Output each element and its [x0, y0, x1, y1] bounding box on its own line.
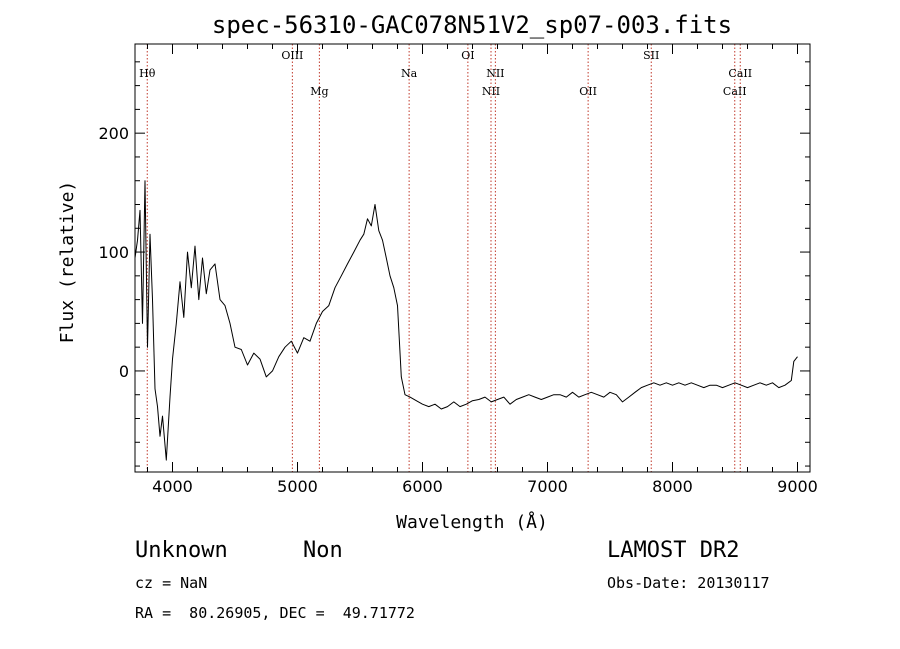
line-label-4: OI	[461, 49, 474, 62]
x-tick-label: 7000	[527, 477, 568, 496]
line-label-7: OII	[579, 85, 597, 98]
redshift-line: cz = NaN	[135, 574, 208, 592]
coordinates-line: RA = 80.26905, DEC = 49.71772	[135, 604, 415, 622]
axis-ticks	[135, 44, 810, 472]
line-label-2: Mg	[310, 85, 328, 98]
y-tick-label: 200	[98, 124, 129, 143]
x-axis-label: Wavelength (Å)	[396, 511, 548, 533]
line-annotations: Hθ OIII Mg Na OI NII NII OII SII CaII CaII	[139, 49, 752, 98]
x-tick-label: 8000	[652, 477, 693, 496]
y-tick-label: 100	[98, 243, 129, 262]
object-subclass: Non	[303, 538, 343, 563]
chart-title: spec-56310-GAC078N51V2_sp07-003.fits	[212, 11, 732, 39]
line-label-8: SII	[643, 49, 659, 62]
x-tick-labels: 4000 5000 6000 7000 8000 9000	[152, 477, 818, 496]
object-class: Unknown	[135, 538, 228, 563]
line-label-5: NII	[482, 85, 500, 98]
x-tick-label: 9000	[777, 477, 818, 496]
spectrum-line-group	[134, 180, 798, 461]
x-tick-label: 6000	[402, 477, 443, 496]
survey-label: LAMOST DR2	[607, 538, 740, 563]
y-tick-labels: 0 100 200	[98, 124, 129, 381]
obs-date-line: Obs-Date: 20130117	[607, 574, 770, 592]
y-axis-label: Flux (relative)	[57, 181, 78, 344]
line-label-9: CaII	[723, 85, 747, 98]
spectrum-line-0	[134, 180, 798, 461]
x-tick-label: 4000	[152, 477, 193, 496]
line-label-1: OIII	[281, 49, 303, 62]
plot-frame	[134, 43, 811, 473]
line-label-0: Hθ	[139, 67, 156, 80]
line-label-6: NII	[486, 67, 504, 80]
line-label-10: CaII	[728, 67, 752, 80]
y-tick-label: 0	[119, 362, 129, 381]
x-tick-label: 5000	[277, 477, 318, 496]
spectral-line-markers	[146, 44, 741, 472]
line-label-3: Na	[401, 67, 418, 80]
